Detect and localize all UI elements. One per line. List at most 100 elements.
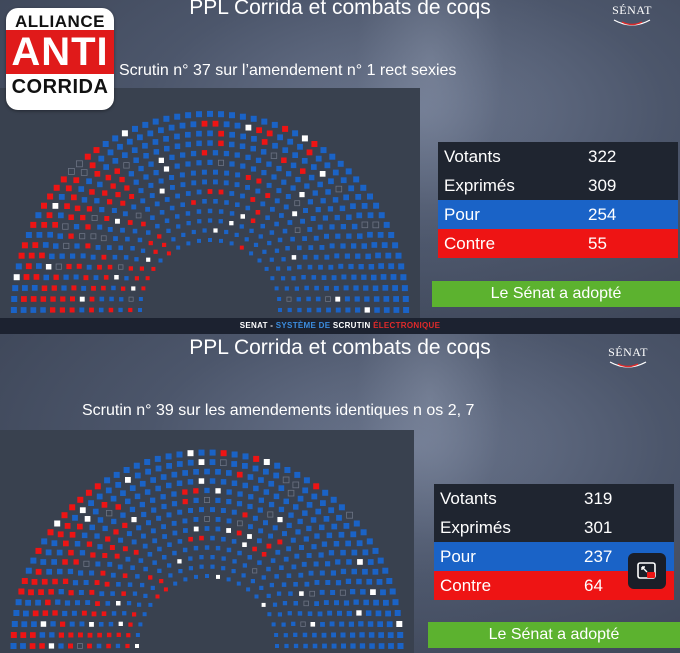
seat bbox=[32, 242, 39, 248]
seat bbox=[276, 266, 281, 271]
seat bbox=[299, 545, 304, 550]
seat bbox=[290, 537, 296, 543]
seat bbox=[81, 532, 88, 539]
seat bbox=[124, 185, 130, 191]
seat bbox=[297, 518, 303, 525]
seat bbox=[267, 612, 272, 617]
seat bbox=[134, 257, 139, 262]
seat bbox=[291, 564, 297, 570]
seat bbox=[71, 285, 77, 291]
seat bbox=[138, 558, 144, 563]
seat bbox=[20, 307, 27, 313]
senat-logo-text: SÉNAT bbox=[612, 3, 652, 17]
seat bbox=[147, 552, 153, 557]
seat bbox=[215, 526, 221, 532]
seat bbox=[118, 621, 123, 626]
seat bbox=[157, 568, 162, 573]
seat bbox=[274, 633, 279, 637]
seat bbox=[35, 568, 42, 575]
seat bbox=[335, 296, 341, 302]
seat bbox=[80, 169, 88, 176]
seat bbox=[167, 542, 172, 547]
seat bbox=[275, 644, 279, 648]
seat bbox=[89, 296, 95, 302]
seat bbox=[45, 599, 51, 606]
seat bbox=[389, 588, 396, 595]
seat bbox=[334, 214, 340, 221]
seat bbox=[69, 307, 75, 313]
seat bbox=[137, 134, 143, 141]
seat bbox=[367, 231, 373, 238]
seat bbox=[185, 141, 191, 148]
seat bbox=[134, 493, 141, 500]
seat bbox=[53, 184, 60, 191]
seat bbox=[242, 563, 247, 568]
seat bbox=[209, 478, 216, 484]
result-row-votants: Votants 319 bbox=[434, 484, 674, 513]
seat bbox=[239, 113, 246, 120]
seat bbox=[188, 508, 193, 513]
seat bbox=[52, 222, 58, 228]
seat bbox=[232, 559, 237, 564]
seat bbox=[72, 514, 78, 521]
outcome-badge: Le Sénat a adopté bbox=[428, 622, 680, 648]
seat bbox=[140, 248, 146, 253]
seat bbox=[141, 533, 146, 539]
vote-panel-1: PPL Corrida et combats de coqs SÉNAT Scr… bbox=[0, 0, 680, 318]
seat bbox=[179, 122, 186, 129]
banner-part: ÉLECTRONIQUE bbox=[373, 321, 441, 330]
seat bbox=[307, 199, 313, 205]
seat bbox=[105, 487, 112, 494]
seat bbox=[392, 285, 398, 291]
seat bbox=[119, 176, 125, 183]
seat bbox=[269, 230, 275, 235]
seat bbox=[79, 233, 86, 240]
seat bbox=[190, 121, 197, 128]
seat bbox=[62, 610, 68, 617]
seat bbox=[277, 539, 283, 545]
seat bbox=[348, 621, 354, 627]
seat bbox=[209, 449, 216, 456]
seat bbox=[74, 541, 81, 547]
panel-title: PPL Corrida et combats de coqs bbox=[189, 336, 491, 359]
seat bbox=[362, 568, 368, 575]
seat bbox=[110, 183, 116, 189]
seat bbox=[268, 533, 273, 539]
seat bbox=[362, 549, 369, 556]
seat bbox=[152, 560, 157, 565]
seat bbox=[162, 534, 167, 539]
seat bbox=[327, 206, 334, 212]
seat bbox=[290, 236, 295, 242]
seat bbox=[263, 520, 268, 526]
seat bbox=[261, 552, 267, 557]
seat bbox=[385, 610, 391, 617]
seat bbox=[320, 622, 325, 627]
seat bbox=[292, 481, 300, 489]
seat bbox=[338, 263, 344, 269]
seat bbox=[350, 531, 357, 538]
seat bbox=[282, 601, 288, 606]
seat bbox=[158, 157, 164, 163]
seat bbox=[52, 578, 58, 585]
seat bbox=[263, 489, 270, 495]
seat bbox=[263, 468, 269, 475]
seat bbox=[376, 579, 383, 585]
seat bbox=[252, 465, 259, 472]
seat bbox=[266, 182, 272, 188]
seat bbox=[274, 574, 279, 579]
seat bbox=[98, 307, 104, 313]
picture-in-picture-button[interactable] bbox=[628, 553, 666, 589]
seat bbox=[297, 264, 302, 270]
seat bbox=[311, 493, 318, 500]
seat bbox=[202, 199, 207, 204]
seat bbox=[356, 212, 363, 219]
seat bbox=[207, 218, 213, 223]
seat bbox=[154, 455, 161, 462]
seat bbox=[47, 231, 53, 238]
seat bbox=[213, 169, 218, 175]
seat bbox=[209, 459, 216, 465]
seat bbox=[73, 224, 80, 230]
seat bbox=[239, 245, 244, 250]
seat bbox=[158, 178, 164, 184]
seat bbox=[226, 518, 232, 524]
